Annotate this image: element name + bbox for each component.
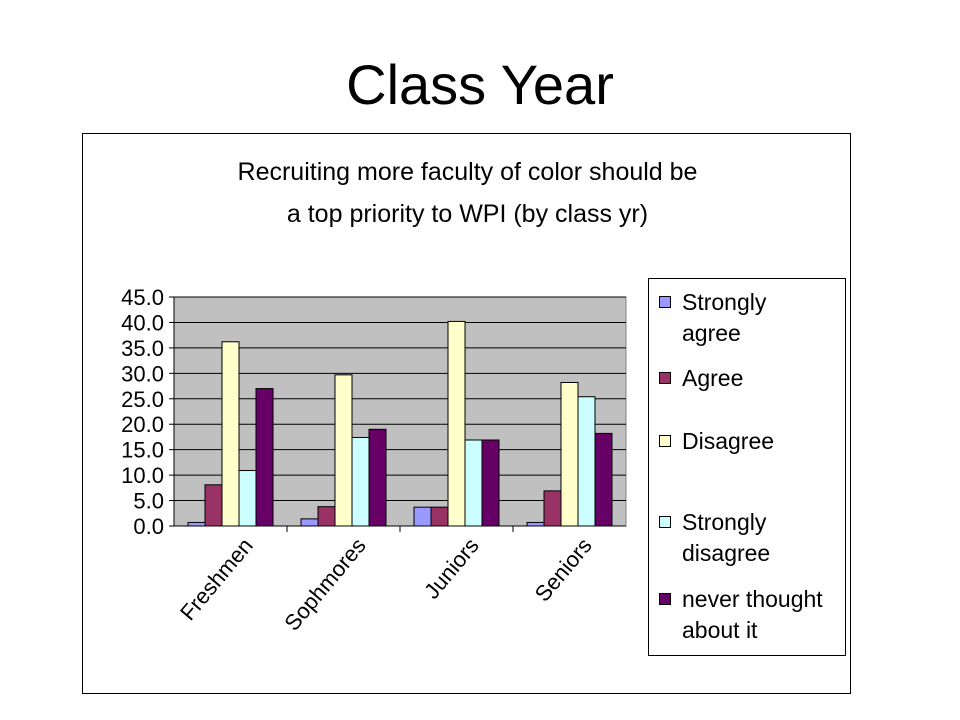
- bar-seniors-disagree: [560, 381, 579, 527]
- legend-label-line: Strongly: [682, 509, 767, 535]
- y-tick-label: 10.0: [121, 463, 164, 488]
- bar-chart: 0.05.010.015.020.025.030.035.040.045.0 Fr…: [121, 285, 627, 635]
- legend-label: never thought about it: [682, 584, 842, 646]
- chart-legend: Strongly agree Agree Disagree Strongly disagr…: [648, 278, 846, 656]
- legend-label-line: agree: [682, 320, 741, 346]
- x-tick-label-sophmores: Sophmores: [279, 533, 370, 635]
- bar-sophmores-strongly-agree: [300, 518, 319, 527]
- legend-swatch: [659, 372, 671, 384]
- legend-swatch: [659, 435, 671, 447]
- bar-freshmen-agree: [204, 484, 223, 527]
- y-tick-label: 40.0: [121, 310, 164, 335]
- legend-label-line: Strongly: [682, 289, 767, 315]
- legend-swatch: [659, 516, 671, 528]
- bar-seniors-agree: [543, 490, 562, 527]
- legend-label: Disagree: [682, 426, 842, 457]
- y-tick-label: 5.0: [133, 489, 164, 514]
- x-tick-label-freshmen: Freshmen: [175, 533, 258, 625]
- bar-freshmen-strongly-disagree: [238, 470, 257, 527]
- y-tick-label: 25.0: [121, 387, 164, 412]
- bar-sophmores-strongly-disagree: [351, 436, 370, 527]
- slide-title: Class Year: [346, 53, 614, 116]
- legend-label: Agree: [682, 363, 842, 394]
- x-tick-label-seniors: Seniors: [530, 533, 597, 606]
- bar-sophmores-agree: [317, 506, 336, 527]
- chart-title-line-2: a top priority to WPI (by class yr): [286, 200, 649, 228]
- chart-title-line-1: Recruiting more faculty of color should …: [237, 158, 698, 186]
- legend-label-line: never thought: [682, 586, 823, 612]
- legend-label: Strongly agree: [682, 287, 842, 349]
- bar-freshmen-strongly-agree: [187, 521, 206, 527]
- legend-swatch: [659, 593, 671, 605]
- y-tick-label: 20.0: [121, 412, 164, 437]
- chart-frame: Recruiting more faculty of color should …: [82, 133, 851, 694]
- x-tick-label-juniors: Juniors: [419, 533, 484, 603]
- y-tick-label: 35.0: [121, 336, 164, 361]
- y-tick-label: 0.0: [133, 514, 164, 539]
- bar-seniors-strongly-disagree: [577, 396, 596, 527]
- legend-label-line: disagree: [682, 540, 771, 566]
- legend-label-line: Agree: [682, 365, 744, 391]
- legend-label: Strongly disagree: [682, 507, 842, 569]
- y-tick-label: 30.0: [121, 361, 164, 386]
- bar-freshmen-never-thought-about-it: [255, 388, 274, 527]
- y-tick-label: 15.0: [121, 438, 164, 463]
- bar-juniors-never-thought-about-it: [481, 439, 500, 527]
- bar-sophmores-never-thought-about-it: [368, 428, 387, 527]
- bar-freshmen-disagree: [221, 341, 240, 527]
- bar-juniors-agree: [430, 506, 449, 527]
- bar-juniors-disagree: [447, 320, 466, 527]
- legend-label-line: Disagree: [682, 428, 775, 454]
- y-tick-label: 45.0: [121, 285, 164, 310]
- bar-sophmores-disagree: [334, 374, 353, 527]
- bar-seniors-strongly-agree: [526, 521, 545, 527]
- legend-swatch: [659, 296, 671, 308]
- legend-label-line: about it: [682, 617, 758, 643]
- bar-juniors-strongly-disagree: [464, 439, 483, 527]
- bar-seniors-never-thought-about-it: [594, 432, 613, 527]
- bar-juniors-strongly-agree: [413, 506, 432, 527]
